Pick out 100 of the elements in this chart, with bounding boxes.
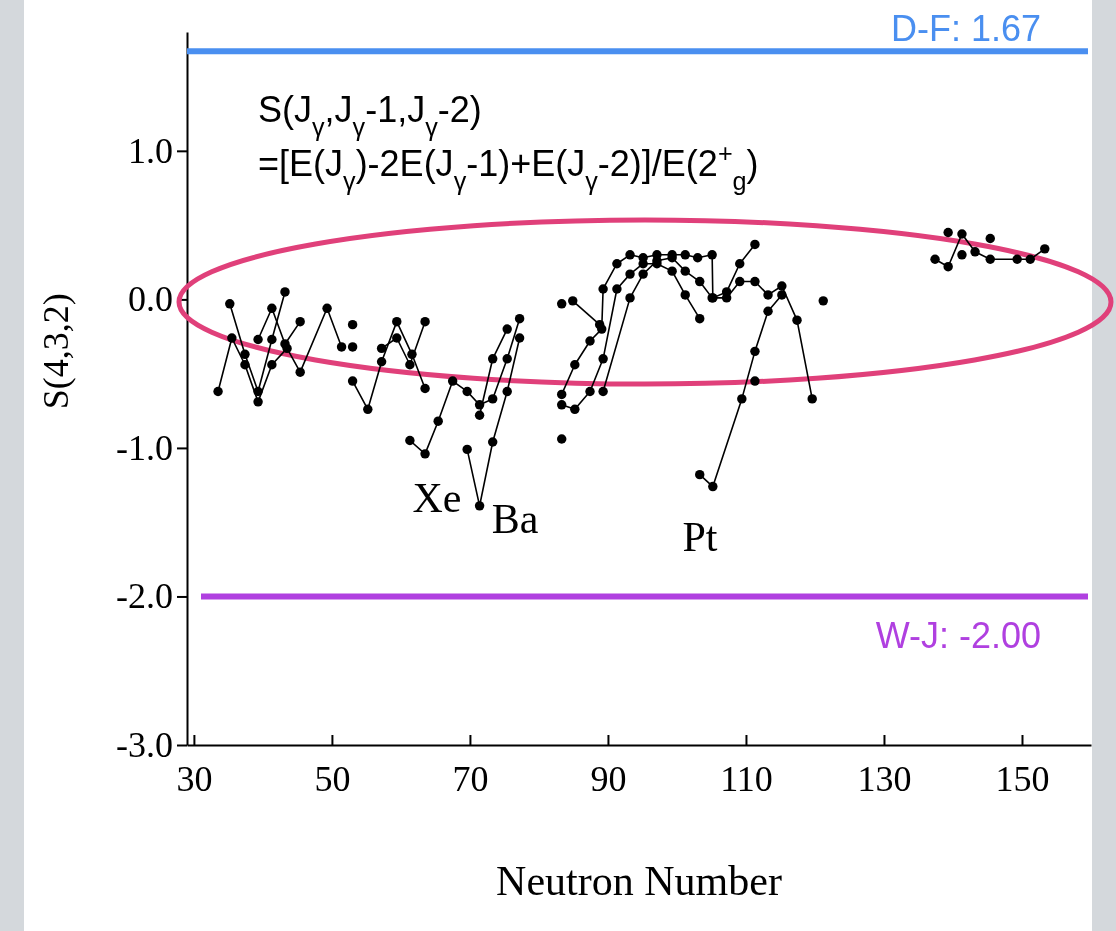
point xyxy=(625,269,635,279)
point xyxy=(227,333,237,343)
point xyxy=(267,334,277,345)
point xyxy=(612,259,622,269)
point xyxy=(556,389,567,400)
point xyxy=(240,349,250,360)
point xyxy=(792,315,802,325)
point xyxy=(625,293,635,303)
point xyxy=(347,342,358,352)
annotation: S(J$_{γ}$,J$_{γ}$-1,J$_{γ}$-2) xyxy=(258,89,482,141)
point xyxy=(737,394,747,404)
point xyxy=(474,410,485,420)
point xyxy=(695,276,705,287)
point xyxy=(253,334,263,345)
point xyxy=(392,333,402,343)
point xyxy=(392,316,402,327)
x-tick-label: 150 xyxy=(995,759,1050,800)
y-tick-label: 0.0 xyxy=(128,279,173,320)
point xyxy=(225,299,235,309)
point xyxy=(363,404,373,415)
point xyxy=(570,404,580,415)
point xyxy=(695,313,705,324)
point xyxy=(695,469,705,480)
point xyxy=(487,437,498,447)
point xyxy=(556,400,567,410)
y-tick-label: 1.0 xyxy=(128,130,173,171)
point xyxy=(692,253,703,263)
x-tick-label: 70 xyxy=(452,759,489,800)
point xyxy=(568,296,578,306)
point xyxy=(750,376,760,386)
point xyxy=(420,316,430,327)
point xyxy=(598,284,608,294)
point xyxy=(556,299,567,309)
x-tick-label: 50 xyxy=(314,759,351,800)
point xyxy=(405,360,415,370)
point xyxy=(570,360,580,370)
point xyxy=(405,435,415,446)
point xyxy=(680,266,690,276)
annotation: Xe xyxy=(412,475,462,521)
point xyxy=(957,229,967,239)
point xyxy=(267,360,277,370)
annotation: Ba xyxy=(491,496,539,542)
point xyxy=(707,250,717,260)
point xyxy=(638,269,648,279)
point xyxy=(347,376,358,386)
point xyxy=(336,342,347,352)
point xyxy=(556,434,567,444)
point xyxy=(957,250,967,260)
y-tick-label: -2.0 xyxy=(116,576,173,617)
point xyxy=(598,354,608,364)
point xyxy=(474,501,485,511)
point xyxy=(585,386,595,397)
point xyxy=(502,324,512,334)
point xyxy=(777,281,787,291)
x-tick-label: 30 xyxy=(176,759,213,800)
point xyxy=(680,290,690,300)
point xyxy=(376,357,387,367)
point xyxy=(763,290,773,300)
point xyxy=(1025,254,1035,264)
ref-line-label: D-F: 1.67 xyxy=(890,8,1041,50)
point xyxy=(750,276,760,287)
point xyxy=(514,313,525,324)
point xyxy=(763,306,773,316)
point xyxy=(347,319,358,330)
y-tick-label: -1.0 xyxy=(116,427,173,468)
point xyxy=(750,239,760,250)
point xyxy=(943,227,953,238)
point xyxy=(680,250,690,260)
point xyxy=(420,383,430,394)
point xyxy=(253,386,263,397)
x-axis-title: Neutron Number xyxy=(496,858,782,904)
point xyxy=(625,250,635,260)
point xyxy=(818,296,828,306)
point xyxy=(280,287,290,297)
point xyxy=(1040,244,1050,254)
point xyxy=(487,354,498,364)
annotation: Pt xyxy=(682,514,718,560)
point xyxy=(735,259,745,269)
point xyxy=(267,303,277,313)
point xyxy=(985,254,995,264)
point xyxy=(462,386,472,397)
point xyxy=(943,261,953,272)
point xyxy=(213,386,223,397)
point xyxy=(376,343,387,354)
point xyxy=(598,386,608,397)
point xyxy=(502,354,512,364)
point xyxy=(970,247,980,257)
point xyxy=(708,481,718,492)
point xyxy=(985,233,995,244)
point xyxy=(930,254,940,264)
point xyxy=(322,303,332,313)
point xyxy=(295,316,305,327)
x-tick-label: 90 xyxy=(590,759,627,800)
point xyxy=(514,333,525,343)
point xyxy=(502,386,512,397)
point xyxy=(1012,254,1022,264)
y-axis-title: S(4,3,2) xyxy=(36,293,76,410)
ref-line-label: W-J: -2.00 xyxy=(875,615,1041,657)
point xyxy=(807,394,817,404)
point xyxy=(447,376,458,386)
